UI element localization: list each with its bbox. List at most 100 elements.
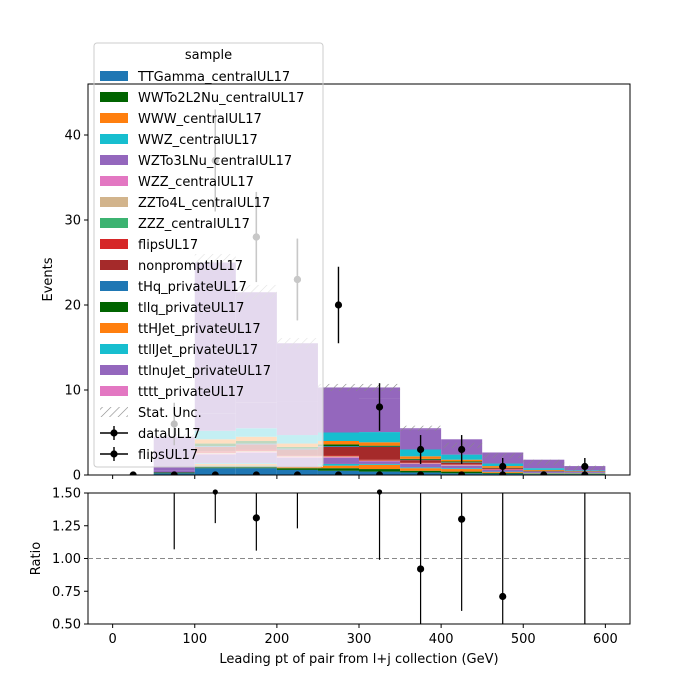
faded-point	[293, 275, 302, 284]
stack-bar	[359, 461, 401, 464]
flips-point	[334, 471, 343, 475]
legend-label: TTGamma_centralUL17	[137, 70, 290, 85]
stack-bar	[317, 444, 359, 447]
legend-background	[94, 84, 323, 467]
stack-bar	[359, 469, 401, 472]
legend-marker	[110, 429, 118, 437]
stack-bar	[317, 432, 359, 441]
data-point	[581, 462, 589, 471]
stack-bar	[441, 468, 483, 470]
stack-bar	[317, 456, 359, 458]
ratio-point	[416, 565, 425, 573]
stack-bar	[359, 459, 401, 461]
main-axes: 0 10 20 30 40 Events	[41, 83, 631, 484]
legend-label: WWTo2L2Nu_centralUL17	[138, 91, 304, 106]
legend: sample TTGamma_centralUL17 WWTo2L2Nu_centr…	[93, 42, 324, 468]
stack-bar	[359, 442, 401, 446]
y-tick-label: 20	[64, 299, 81, 314]
data-point	[334, 301, 343, 309]
legend-label: ZZZ_centralUL17	[138, 217, 250, 232]
stack-bar	[441, 469, 483, 472]
stack-bar	[317, 441, 359, 445]
faded-point	[252, 233, 260, 241]
ratio-y-axis-label: Ratio	[29, 542, 44, 575]
x-tick-label: 200	[264, 632, 289, 647]
stack-bar	[523, 469, 565, 471]
legend-swatch	[100, 260, 128, 270]
stack-bar	[317, 398, 359, 433]
legend-swatch	[100, 155, 128, 165]
ratio-panel: 0.50 0.75 1.00 1.25 1.50 0 100 200 300 400 500 600 R…	[29, 487, 631, 667]
legend-label: WZTo3LNu_centralUL17	[138, 154, 292, 169]
stat-unc-band	[400, 425, 442, 431]
legend-label: ttlnuJet_privateUL17	[138, 364, 271, 379]
ratio-y-tick-label: 1.50	[52, 487, 81, 502]
stat-unc-band	[317, 383, 359, 391]
data-point	[499, 462, 507, 471]
stack-bar	[359, 446, 401, 460]
ratio-point	[499, 592, 507, 601]
stack-bar	[359, 463, 401, 465]
legend-label: flipsUL17	[138, 238, 198, 253]
x-tick-label: 500	[511, 632, 536, 647]
legend-label: Stat. Unc.	[138, 406, 202, 421]
stack-bar	[317, 457, 359, 458]
flips-point	[416, 471, 425, 475]
stack-bar	[276, 467, 318, 469]
y-tick-label: 10	[64, 384, 81, 399]
legend-swatch	[100, 71, 128, 81]
legend-swatch	[100, 386, 128, 396]
stack-bar	[276, 468, 318, 470]
legend-swatch	[100, 113, 128, 123]
legend-label: ZZTo4L_centralUL17	[138, 196, 270, 211]
stack-bar	[317, 458, 359, 464]
y-axis-label: Events	[41, 257, 56, 301]
ratio-y-tick-label: 1.00	[52, 552, 81, 567]
flips-point	[581, 471, 589, 475]
legend-swatch	[100, 197, 128, 207]
stat-unc-band	[523, 459, 565, 465]
faded-point	[211, 156, 219, 165]
flips-point	[129, 471, 137, 475]
data-point	[375, 403, 384, 411]
legend-label: ttllJet_privateUL17	[138, 343, 258, 358]
flips-point	[540, 471, 548, 475]
stack-bar	[400, 463, 442, 468]
stack-bar	[317, 387, 359, 399]
legend-label: WWZ_centralUL17	[138, 133, 258, 148]
stack-bar	[317, 465, 359, 469]
flips-point	[293, 471, 302, 475]
legend-swatch	[100, 281, 128, 291]
legend-label: flipsUL17	[138, 448, 198, 463]
legend-label: tHq_privateUL17	[138, 280, 247, 295]
legend-title: sample	[185, 48, 232, 63]
x-tick-label: 0	[108, 632, 116, 647]
legend-swatch	[100, 365, 128, 375]
legend-label: ttHJet_privateUL17	[138, 322, 261, 337]
stat-unc-band	[482, 452, 524, 458]
stack-bar	[317, 446, 359, 456]
data-point	[416, 445, 425, 454]
ratio-edge-marker	[212, 489, 218, 495]
flips-point	[170, 471, 178, 475]
ratio-y-tick-label: 1.25	[52, 519, 81, 534]
legend-swatch	[100, 134, 128, 144]
x-tick-label: 400	[429, 632, 454, 647]
legend-swatch	[100, 344, 128, 354]
stack-bar	[400, 467, 442, 469]
y-tick-label: 0	[73, 469, 81, 484]
legend-label: tllq_privateUL17	[138, 301, 244, 316]
legend-swatch	[100, 323, 128, 333]
legend-swatch	[100, 176, 128, 186]
legend-swatch	[100, 239, 128, 249]
legend-marker	[110, 450, 118, 458]
stack-bar	[359, 464, 401, 470]
legend-label: tttt_privateUL17	[138, 385, 244, 400]
flips-point	[252, 471, 260, 475]
x-tick-label: 300	[347, 632, 372, 647]
stack-bar	[441, 465, 483, 469]
stack-bar	[317, 455, 359, 457]
data-point	[458, 445, 466, 454]
y-tick-label: 30	[64, 214, 81, 229]
